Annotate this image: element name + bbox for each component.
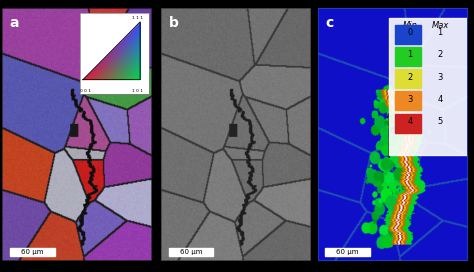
Bar — [395, 114, 420, 133]
Bar — [395, 25, 420, 44]
Text: 5: 5 — [438, 117, 443, 126]
Bar — [395, 47, 420, 66]
Text: 60 μm: 60 μm — [180, 249, 202, 255]
Bar — [389, 18, 467, 155]
Text: 3: 3 — [408, 95, 413, 104]
Text: 2: 2 — [408, 73, 413, 82]
Bar — [169, 249, 213, 256]
Text: 4: 4 — [408, 117, 413, 126]
Text: 1 0 1: 1 0 1 — [132, 89, 143, 93]
Text: 1: 1 — [408, 50, 413, 59]
Text: c: c — [325, 16, 333, 30]
Bar — [10, 249, 55, 256]
Text: 1 1 1: 1 1 1 — [132, 16, 143, 20]
Bar — [395, 69, 420, 88]
Text: 1: 1 — [438, 28, 443, 37]
Text: 60 μm: 60 μm — [21, 249, 44, 255]
Text: a: a — [10, 16, 19, 30]
Text: Max: Max — [431, 21, 449, 30]
Text: 2: 2 — [438, 50, 443, 59]
Bar — [395, 91, 420, 110]
Text: 0 0 1: 0 0 1 — [80, 89, 91, 93]
Bar — [325, 249, 370, 256]
Text: b: b — [169, 16, 179, 30]
Text: Min: Min — [403, 21, 418, 30]
Text: 3: 3 — [438, 73, 443, 82]
Text: 4: 4 — [438, 95, 443, 104]
Text: 60 μm: 60 μm — [336, 249, 359, 255]
Text: 0: 0 — [408, 28, 413, 37]
